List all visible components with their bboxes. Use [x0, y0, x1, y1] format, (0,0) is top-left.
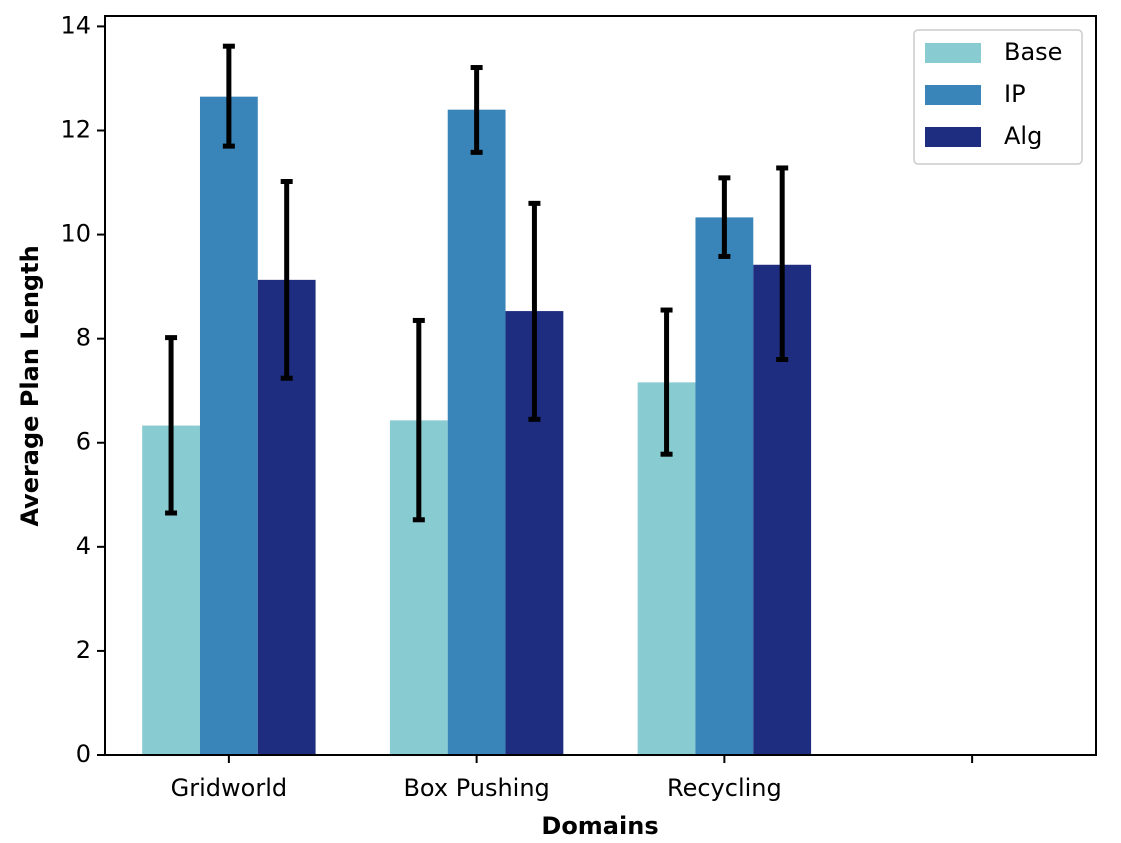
y-tick-label: 10 [60, 220, 91, 248]
legend: Base IP Alg [913, 29, 1083, 165]
legend-swatch-base [925, 43, 981, 63]
y-tick-label: 8 [76, 324, 91, 352]
plot-frame [104, 15, 1097, 756]
y-tick-label: 4 [76, 532, 91, 560]
bar-ip-gridworld [199, 96, 258, 756]
error-bar-alg-box-pushing [528, 200, 541, 422]
x-axis: Gridworld Box Pushing Recycling [171, 755, 974, 802]
y-tick-label: 2 [76, 636, 91, 664]
error-bar-ip-gridworld [222, 43, 235, 149]
x-tick-label: Box Pushing [403, 774, 549, 802]
x-axis-title: Domains [541, 812, 658, 839]
error-bar-base-gridworld [165, 335, 178, 516]
y-tick-label: 0 [76, 740, 91, 768]
legend-label-base: Base [1004, 38, 1062, 66]
error-bars-layer [165, 43, 789, 523]
error-bar-alg-recycling [776, 165, 789, 362]
error-bar-base-recycling [660, 307, 673, 457]
error-bar-ip-box-pushing [470, 65, 483, 155]
y-tick-label: 12 [60, 115, 91, 143]
legend-swatch-ip [925, 85, 981, 105]
error-bar-alg-gridworld [280, 178, 293, 381]
y-tick-label: 14 [60, 11, 91, 39]
legend-label-alg: Alg [1004, 122, 1042, 150]
bar-ip-recycling [695, 217, 754, 756]
error-bar-base-box-pushing [412, 317, 425, 523]
bars-layer [142, 96, 812, 756]
error-bar-ip-recycling [718, 175, 731, 259]
x-tick-label: Gridworld [171, 774, 287, 802]
bar-ip-box-pushing [447, 109, 506, 756]
y-axis-title: Average Plan Length [16, 245, 44, 526]
legend-label-ip: IP [1004, 80, 1026, 108]
y-axis: 0 2 4 6 8 10 12 14 [60, 11, 105, 768]
x-tick-label: Recycling [667, 774, 782, 802]
legend-swatch-alg [925, 127, 981, 147]
y-tick-label: 6 [76, 428, 91, 456]
